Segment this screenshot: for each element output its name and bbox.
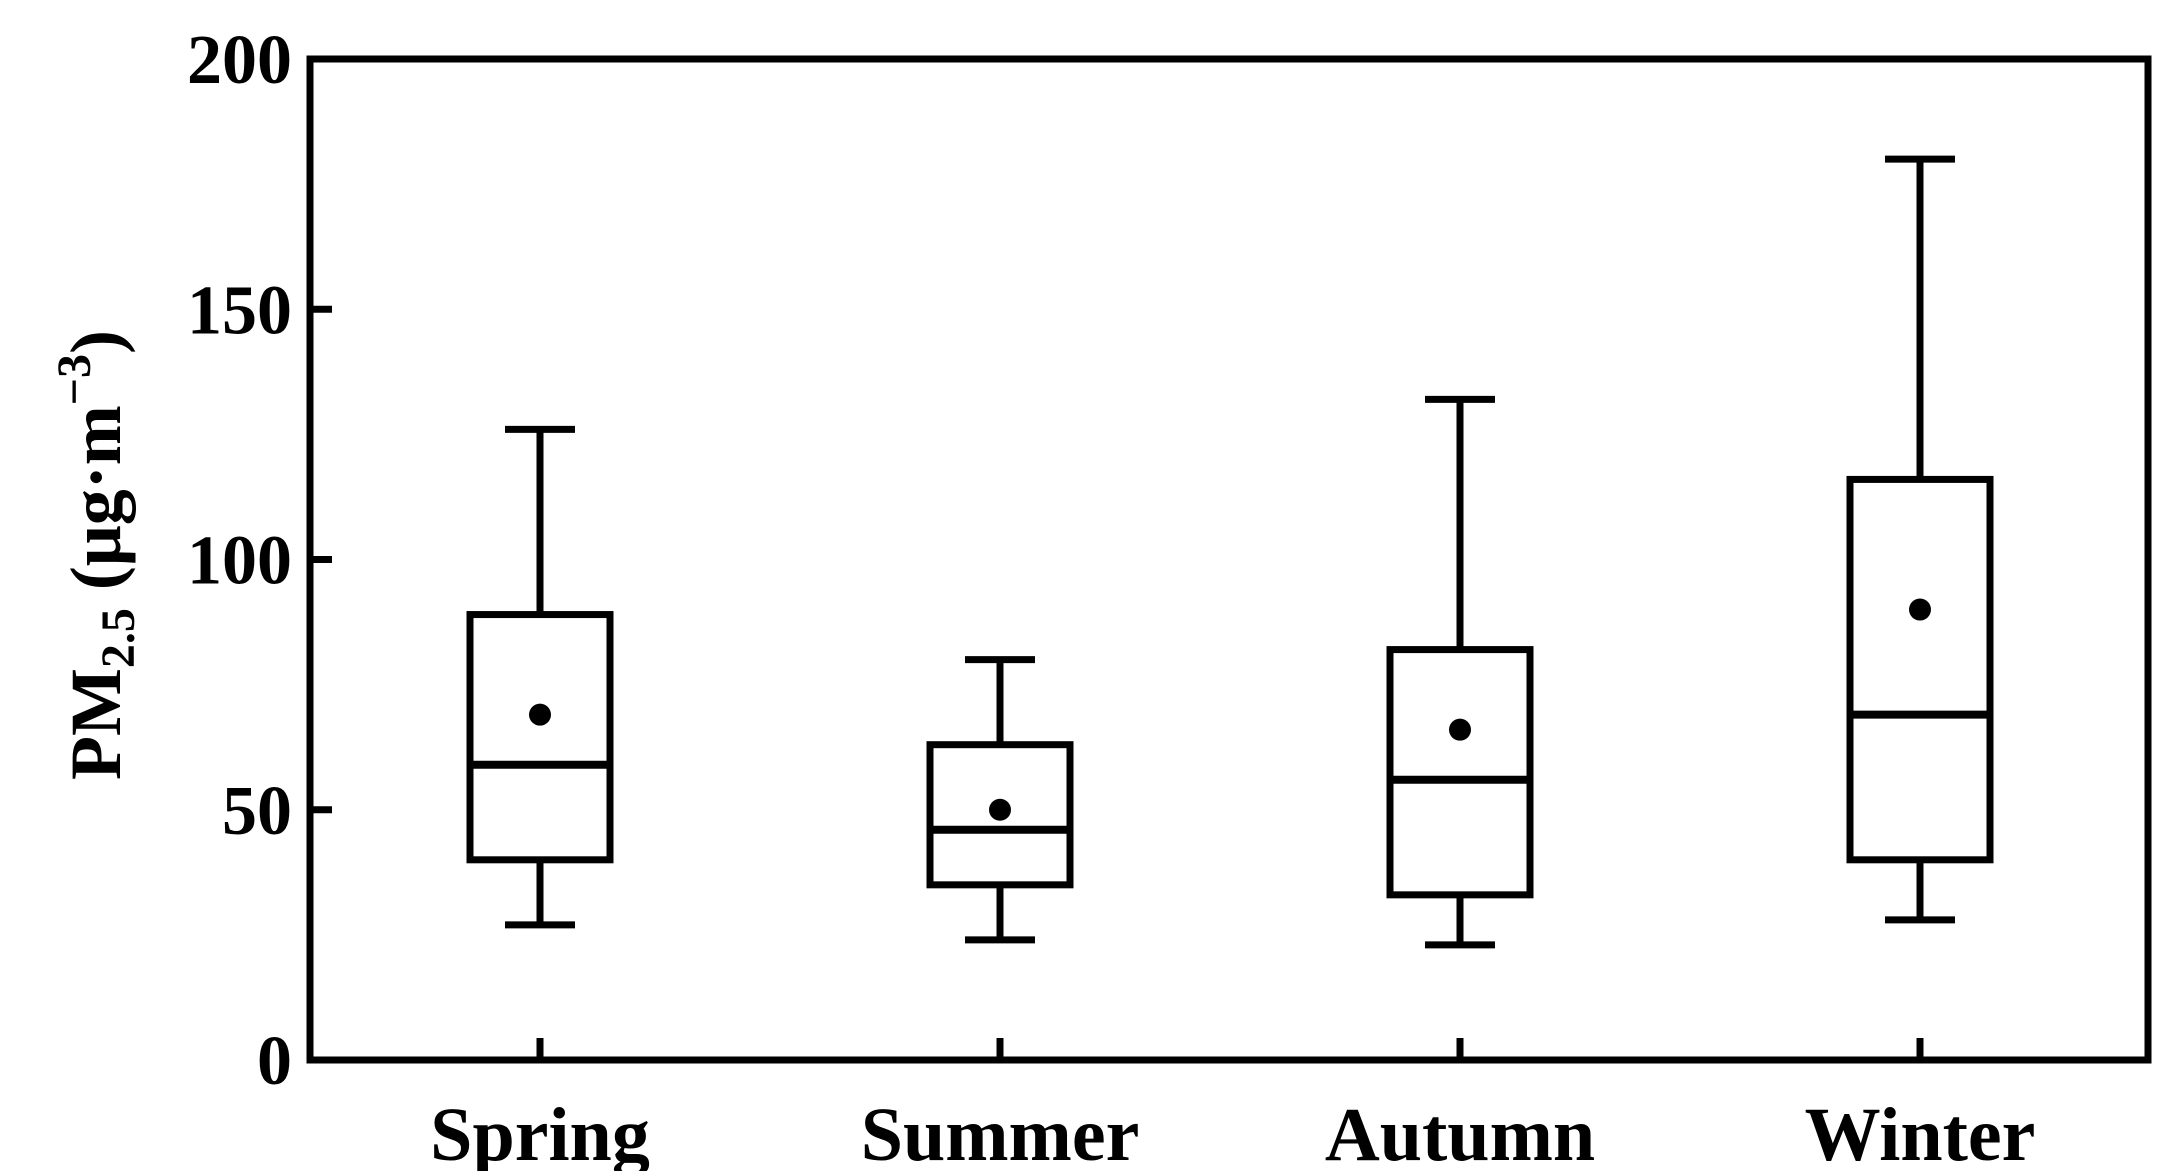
x-tick-label: Summer [861, 1093, 1140, 1171]
axis-labels: 0 50 100 150 200 Spring Summer Autumn Winter [187, 22, 2035, 1171]
y-tick-label: 150 [187, 272, 292, 349]
interquartile-box [1850, 479, 1990, 859]
mean-marker [1909, 599, 1931, 621]
y-tick-label: 0 [257, 1023, 292, 1100]
axis-ticks [310, 59, 1920, 1060]
y-tick-label: 200 [187, 22, 292, 99]
interquartile-box [470, 615, 610, 860]
y-axis-title: PM2.5 (μg·m−3) [48, 330, 145, 780]
y-axis-title-subscript: 2.5 [92, 608, 145, 668]
interquartile-box [1390, 650, 1530, 895]
box-spring [470, 429, 610, 924]
x-tick-label: Spring [430, 1093, 650, 1171]
y-tick-label: 50 [222, 773, 292, 850]
mean-marker [529, 704, 551, 726]
x-tick-label: Autumn [1325, 1093, 1595, 1171]
x-tick-label: Winter [1805, 1093, 2036, 1171]
y-axis-title-prefix: PM [56, 668, 136, 780]
y-axis-title-units-close: ) [56, 330, 136, 354]
box-autumn [1390, 399, 1530, 945]
box-series [470, 159, 1990, 945]
mean-marker [989, 799, 1011, 821]
box-winter [1850, 159, 1990, 920]
y-axis-title-units-open: (μg·m [56, 405, 136, 608]
mean-marker [1449, 719, 1471, 741]
y-tick-label: 100 [187, 523, 292, 600]
y-axis-title-superscript: −3 [48, 354, 101, 405]
box-summer [930, 660, 1070, 940]
